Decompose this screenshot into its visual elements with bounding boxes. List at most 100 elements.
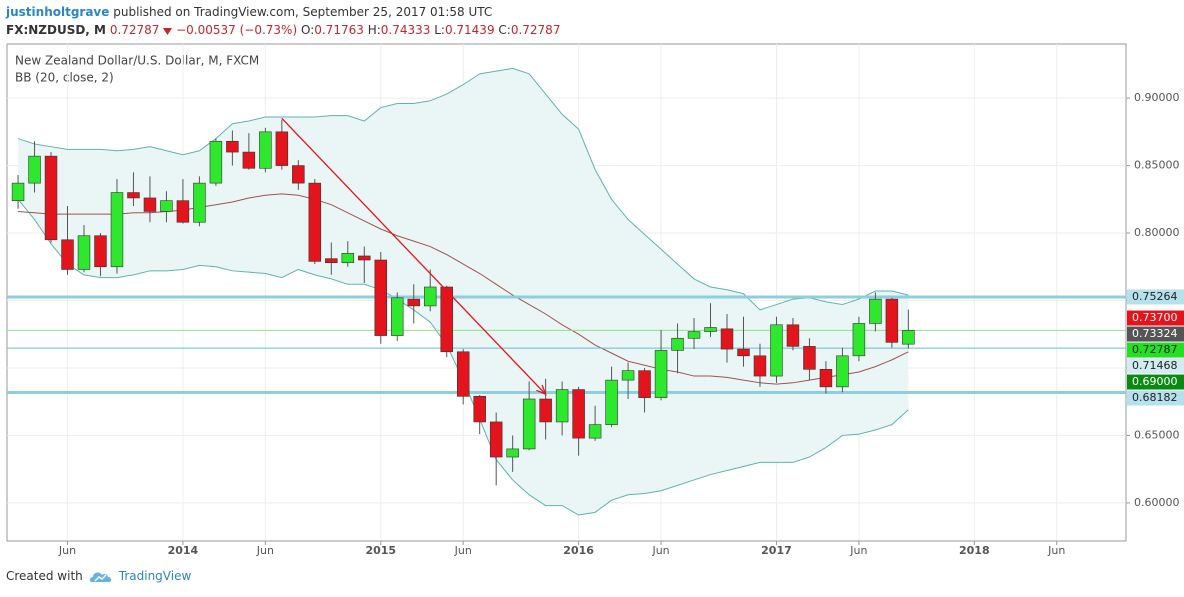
price-tag-label: 0.75264 [1132,290,1178,303]
candle-body [572,389,585,439]
candle-body [94,235,107,268]
candle-body [704,327,717,332]
x-tick-label: Jun [849,544,867,557]
candle-body [522,398,536,450]
price-tag-label: 0.72787 [1132,343,1178,356]
x-tick-label: 2018 [959,544,990,557]
brand[interactable]: TradingView [118,569,192,583]
candle-body [28,155,41,184]
logo-icon [89,572,111,582]
x-tick-label: 2014 [168,544,199,557]
h-value: 0.74333 [380,23,431,37]
candle-body [358,255,371,261]
price-tag [1127,374,1184,390]
candle-body [143,197,157,212]
candle-body [407,298,420,307]
candle-body [819,369,833,388]
candle-body [209,140,223,184]
candle-body [836,355,849,388]
candle-body [176,200,190,223]
footer: Created with TradingView [6,569,191,583]
down-triangle [163,27,173,35]
arrow-head [536,384,547,396]
y-tick-label: 0.80000 [1134,226,1180,239]
candle-body [869,298,882,324]
candle-body [753,355,767,377]
candle-body [259,131,272,169]
price-tag-label: 0.68182 [1132,391,1178,404]
price-tag-label: 0.73700 [1132,311,1178,324]
candle-body [588,424,602,439]
author[interactable]: justinholtgrave [6,5,110,19]
price-tag [1127,289,1184,305]
x-tick-label: 2015 [365,544,396,557]
candle-body [489,421,503,458]
candle-body [555,389,569,423]
candle-body [885,298,899,343]
x-tick-label: 2017 [761,544,792,557]
price-tag [1127,390,1184,406]
candle-body [687,331,701,339]
candle-body [473,396,486,423]
candle-body [193,182,206,223]
candle-body [786,324,800,347]
c-label: C: [498,23,511,37]
c-value: 0.72787 [510,23,561,37]
header: justinholtgrave published on TradingView… [6,2,560,40]
chart-title: New Zealand Dollar/U.S. Dollar, M, FXCM [15,54,259,68]
candle-body [737,348,750,357]
candle-body [61,239,74,270]
change: −0.00537 (−0.73%) [176,23,298,37]
l-label: L: [434,23,445,37]
candle-body [852,323,866,357]
candle-body [902,330,915,345]
x-tick-label: Jun [256,544,274,557]
candle-body [621,370,635,381]
candle-body [275,131,289,166]
price-tag-label: 0.73324 [1132,327,1178,340]
candle-body [654,350,668,398]
candle-body [671,337,684,351]
candle-body [77,235,91,270]
price-tag-label: 0.71468 [1132,359,1178,372]
candle-body [226,140,239,153]
price-tag [1127,358,1184,374]
x-tick-label: Jun [1047,544,1065,557]
candle-body [325,258,338,264]
candle-body [374,259,388,336]
candle-body [456,351,470,397]
candle-body [44,155,58,241]
candle-body [11,182,25,201]
price-tag-label: 0.69000 [1132,375,1178,388]
candle-body [770,324,783,377]
x-tick-label: 2016 [563,544,594,557]
candle-body [110,192,124,268]
candle-body [423,286,437,307]
candle-body [720,328,734,350]
y-tick-label: 0.65000 [1134,428,1180,441]
created-with: Created with [6,569,83,583]
candle-body [803,346,816,370]
y-tick-label: 0.85000 [1134,159,1180,172]
candle-body [506,448,519,458]
band-area [18,68,909,516]
l-value: 0.71439 [444,23,495,37]
candle-body [308,182,322,262]
x-tick-label: Jun [454,544,472,557]
indicator-label: BB (20, close, 2) [15,71,114,85]
candle-body [127,192,140,199]
candle-body [539,398,552,423]
y-tick-label: 0.60000 [1134,496,1180,509]
o-label: O: [300,23,315,37]
candle-body [391,297,404,336]
published: published on TradingView.com, September … [113,5,493,19]
candle-body [440,286,453,353]
candle-body [160,200,173,212]
x-tick-label: Jun [651,544,669,557]
price-tag [1127,342,1184,358]
trend-arrow [281,117,547,395]
band-line [17,67,909,311]
price-tag [1127,310,1184,326]
